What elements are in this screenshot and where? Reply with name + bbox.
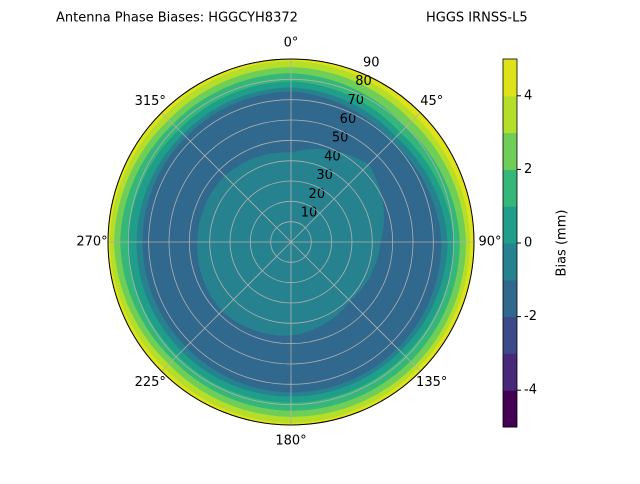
colorbar-segment	[503, 206, 517, 244]
theta-tick-label: 225°	[135, 375, 166, 390]
chart-title: Antenna Phase Biases: HGGCYH8372	[56, 11, 298, 26]
colorbar-segment	[503, 169, 517, 207]
theta-tick-label: 135°	[416, 375, 447, 390]
theta-tick-label: 0°	[284, 36, 299, 51]
colorbar-tick-label: 0	[524, 236, 532, 251]
r-tick-label: 70	[347, 93, 364, 108]
theta-tick-label: 270°	[76, 235, 107, 250]
r-tick-label: 50	[332, 131, 349, 146]
colorbar-segment	[503, 243, 517, 281]
colorbar-tick-label: -4	[524, 383, 537, 398]
r-tick-label: 30	[316, 168, 333, 183]
theta-tick-label: 45°	[420, 94, 443, 109]
colorbar-tick-label: 4	[524, 88, 532, 103]
r-tick-label: 10	[301, 206, 318, 221]
r-tick-label: 60	[340, 112, 357, 127]
r-tick-label: 80	[355, 74, 372, 89]
theta-tick-label: 90°	[478, 235, 501, 250]
grid-spoke	[290, 241, 421, 372]
polar-frame	[107, 58, 475, 426]
colorbar-segment	[503, 59, 517, 97]
grid-spoke	[290, 112, 421, 243]
colorbar-segment	[503, 279, 517, 318]
colorbar-segment	[503, 132, 517, 170]
colorbar-segment	[503, 316, 517, 354]
colorbar-tick-label: 2	[524, 162, 532, 177]
colorbar-segment	[503, 95, 517, 134]
colorbar-segment	[503, 353, 517, 391]
colorbar-label: Bias (mm)	[555, 210, 570, 277]
grid-spoke	[161, 112, 292, 243]
r-tick-label: 20	[309, 187, 326, 202]
colorbar-tick-label: -2	[524, 309, 537, 324]
theta-tick-label: 180°	[275, 434, 306, 449]
theta-tick-label: 315°	[135, 94, 166, 109]
grid-spoke	[161, 241, 292, 372]
r-tick-label: 90	[363, 55, 380, 70]
colorbar-segment	[503, 390, 517, 428]
chart-subtitle: HGGS IRNSS-L5	[426, 11, 528, 26]
r-tick-label: 40	[324, 149, 341, 164]
